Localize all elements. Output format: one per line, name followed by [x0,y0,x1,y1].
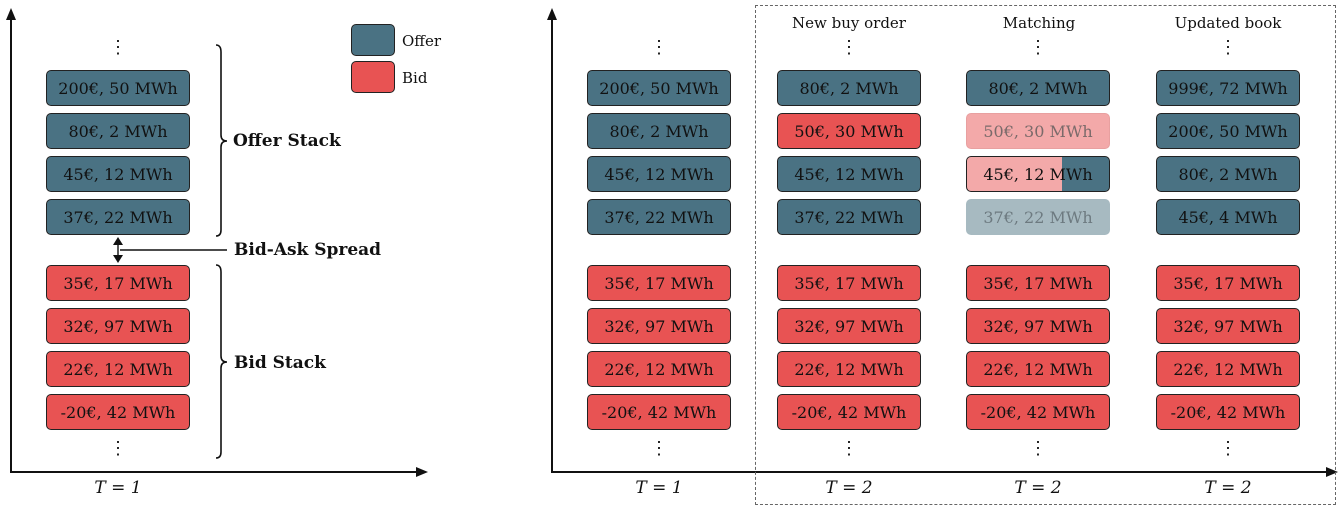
offer-stack-label: Offer Stack [233,131,341,151]
offer-box: 200€, 50 MWh [587,70,731,106]
ellipsis-bottom: ⋮ [1029,438,1047,459]
offer-box: 37€, 22 MWh [587,199,731,235]
ellipsis-top: ⋮ [840,37,858,58]
bid-box: -20€, 42 MWh [587,394,731,430]
offer-stack-brace [215,44,228,237]
spread-arrow-up [113,237,123,245]
offer-box: 45€, 12 MWh [587,156,731,192]
time-label: T = 1 [94,478,142,498]
ellipsis-top: ⋮ [1029,37,1047,58]
bid-stack-brace [215,264,228,459]
time-label: T = 2 [1204,478,1252,498]
legend-offer-label: Offer [402,32,442,50]
bid-box: -20€, 42 MWh [1156,394,1300,430]
bid-box: 22€, 12 MWh [46,351,190,387]
matched-offer-box: 37€, 22 MWh [966,199,1110,235]
bid-box: 22€, 12 MWh [587,351,731,387]
offer-box: 80€, 2 MWh [46,113,190,149]
legend-bid-label: Bid [402,69,428,87]
bid-box: 32€, 97 MWh [777,308,921,344]
bid-ask-spread-label: Bid-Ask Spread [234,240,382,260]
bid-box: 35€, 17 MWh [777,265,921,301]
bid-box: -20€, 42 MWh [777,394,921,430]
offer-box: 80€, 2 MWh [587,113,731,149]
bid-box: 32€, 97 MWh [587,308,731,344]
bid-box: 22€, 12 MWh [1156,351,1300,387]
ellipsis-bottom: ⋮ [1219,438,1237,459]
legend-bid-swatch [351,61,395,93]
stack-braces [113,44,228,459]
legend-offer-swatch [351,24,395,56]
offer-box: 999€, 72 MWh [1156,70,1300,106]
column-title-new-buy-order: New buy order [792,14,906,32]
offer-box: 80€, 2 MWh [966,70,1110,106]
bid-box: 35€, 17 MWh [966,265,1110,301]
ellipsis-top: ⋮ [650,37,668,58]
partially-matched-offer-box: 45€, 12 MWh [966,156,1110,192]
right-y-axis-arrow [547,8,557,20]
bid-box: 32€, 97 MWh [966,308,1110,344]
bid-box: 35€, 17 MWh [1156,265,1300,301]
bid-box: -20€, 42 MWh [46,394,190,430]
right-y-axis [551,18,553,473]
right-x-axis-arrow [1326,467,1338,477]
left-x-axis [10,471,418,473]
right-x-axis [551,471,1329,473]
ellipsis-bottom: ⋮ [840,438,858,459]
column-title-matching: Matching [1002,14,1076,32]
new-buy-order-box: 50€, 30 MWh [777,113,921,149]
offer-box: 37€, 22 MWh [777,199,921,235]
left-x-axis-arrow [416,467,428,477]
spread-arrow-down [113,255,123,263]
left-y-axis-arrow [6,8,16,20]
left-y-axis [10,18,12,473]
t2-dashed-frame [755,5,1336,505]
bid-box: 35€, 17 MWh [46,265,190,301]
offer-box: 45€, 12 MWh [777,156,921,192]
bid-box: -20€, 42 MWh [966,394,1110,430]
offer-box: 200€, 50 MWh [1156,113,1300,149]
bid-box: 22€, 12 MWh [777,351,921,387]
offer-box: 200€, 50 MWh [46,70,190,106]
offer-box: 45€, 12 MWh [46,156,190,192]
bid-box: 22€, 12 MWh [966,351,1110,387]
bid-stack-label: Bid Stack [234,353,326,373]
bid-box: 35€, 17 MWh [587,265,731,301]
ellipsis-top: ⋮ [1219,37,1237,58]
time-label: T = 2 [825,478,873,498]
offer-box: 80€, 2 MWh [1156,156,1300,192]
bid-box: 32€, 97 MWh [46,308,190,344]
offer-box: 37€, 22 MWh [46,199,190,235]
time-label: T = 1 [635,478,683,498]
offer-box: 45€, 4 MWh [1156,199,1300,235]
offer-box: 80€, 2 MWh [777,70,921,106]
column-title-updated-book: Updated book [1174,14,1282,32]
matched-buy-order-box: 50€, 30 MWh [966,113,1110,149]
bid-box: 32€, 97 MWh [1156,308,1300,344]
ellipsis-bottom: ⋮ [650,438,668,459]
time-label: T = 2 [1014,478,1062,498]
